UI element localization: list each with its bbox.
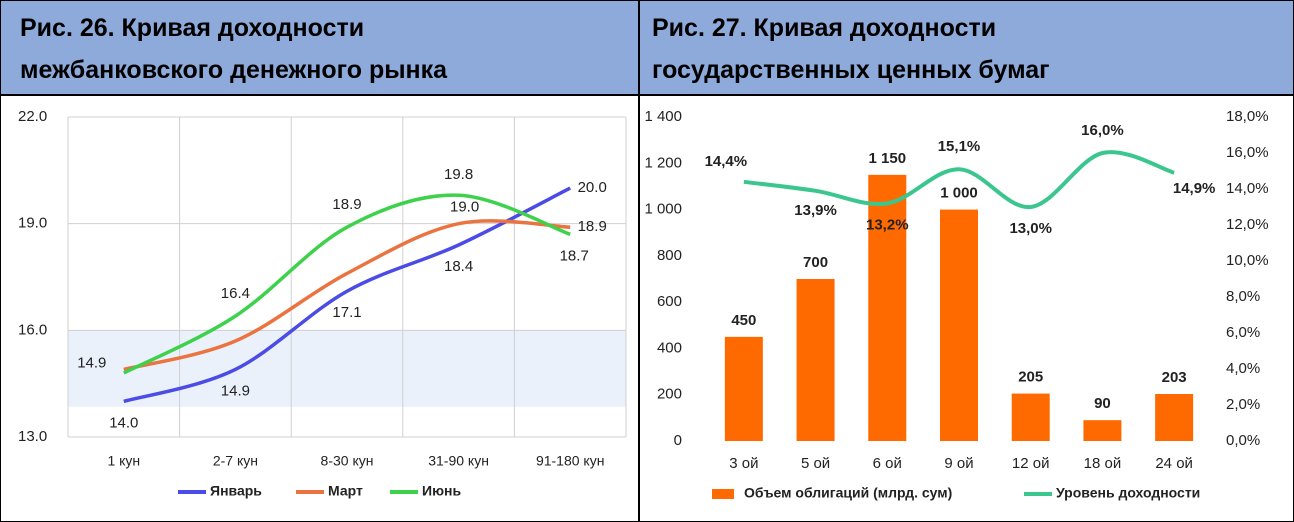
- y2-tick-label: 6,0%: [1226, 324, 1260, 341]
- bar: [1155, 394, 1194, 441]
- legend-label: Объем облигаций (млрд. сум): [744, 485, 952, 501]
- data-label: 19.0: [450, 199, 479, 216]
- data-label: 13,9%: [794, 202, 837, 219]
- y-tick-label: 200: [657, 386, 682, 403]
- y-tick-label: 0: [674, 432, 682, 449]
- x-tick-label: 91-180 кун: [536, 453, 605, 469]
- data-label: 1 000: [940, 185, 978, 202]
- legend-label: Уровень доходности: [1056, 485, 1200, 501]
- data-label: 205: [1018, 369, 1043, 386]
- x-tick-label: 18 ой: [1084, 455, 1122, 472]
- title-line: Рис. 26. Кривая доходности: [20, 14, 364, 42]
- y2-tick-label: 14,0%: [1226, 180, 1269, 197]
- y-tick-label: 1 000: [644, 201, 682, 218]
- series-line: [123, 186, 571, 404]
- data-label: 14,4%: [705, 153, 748, 170]
- y2-tick-label: 10,0%: [1226, 252, 1269, 269]
- x-tick-label: 24 ой: [1155, 455, 1193, 472]
- x-tick-label: 5 ой: [801, 455, 830, 472]
- data-label: 450: [731, 312, 756, 329]
- data-label: 15,1%: [938, 138, 981, 155]
- data-label: 19.8: [444, 166, 473, 183]
- series-line: [123, 193, 571, 375]
- y-tick-label: 16.0: [18, 321, 47, 338]
- data-label: 17.1: [332, 304, 361, 321]
- data-label: 14.0: [109, 414, 138, 431]
- bar: [868, 174, 907, 441]
- data-label: 13,0%: [1009, 220, 1052, 237]
- series-line: [123, 219, 571, 372]
- data-label: 1 150: [869, 150, 907, 167]
- data-label: 203: [1162, 369, 1187, 386]
- bar: [1011, 393, 1050, 441]
- y-tick-label: 13.0: [18, 428, 47, 445]
- x-tick-label: 3 ой: [729, 455, 758, 472]
- x-tick-label: 2-7 кун: [213, 453, 258, 469]
- bar: [724, 336, 763, 441]
- y-tick-label: 400: [657, 339, 682, 356]
- bar: [796, 279, 835, 441]
- title-line: межбанковского денежного рынка: [20, 56, 448, 84]
- y2-tick-label: 12,0%: [1226, 216, 1269, 233]
- y2-tick-label: 18,0%: [1226, 108, 1269, 125]
- y2-tick-label: 16,0%: [1226, 144, 1269, 161]
- x-tick-label: 31-90 кун: [428, 453, 489, 469]
- data-label: 14.9: [77, 354, 106, 371]
- data-label: 18.9: [578, 218, 607, 235]
- y-tick-label: 800: [657, 247, 682, 264]
- y-tick-label: 600: [657, 293, 682, 310]
- legend-swatch: [712, 489, 734, 499]
- legend-label: Январь: [210, 483, 262, 499]
- y-tick-label: 22.0: [18, 108, 47, 125]
- title-line: государственных ценных бумаг: [652, 56, 1050, 84]
- y2-tick-label: 2,0%: [1226, 396, 1260, 413]
- data-label: 18.7: [560, 247, 589, 264]
- y2-tick-label: 8,0%: [1226, 288, 1260, 305]
- y2-tick-label: 4,0%: [1226, 360, 1260, 377]
- title-line: Рис. 27. Кривая доходности: [652, 14, 996, 42]
- x-tick-label: 8-30 кун: [321, 453, 374, 469]
- data-label: 16.4: [221, 285, 250, 302]
- data-label: 13,2%: [866, 216, 909, 233]
- x-tick-label: 12 ой: [1012, 455, 1050, 472]
- bar: [1083, 420, 1122, 441]
- x-tick-label: 6 ой: [873, 455, 902, 472]
- y2-tick-label: 0,0%: [1226, 432, 1260, 449]
- data-label: 20.0: [578, 179, 607, 196]
- series-line: [743, 150, 1175, 210]
- legend-label: Июнь: [422, 483, 461, 499]
- data-label: 90: [1094, 395, 1111, 412]
- header-bg: [0, 0, 1294, 95]
- y-tick-label: 1 400: [644, 108, 682, 125]
- legend-label: Март: [328, 483, 363, 499]
- x-tick-label: 9 ой: [944, 455, 973, 472]
- data-label: 14.9: [221, 382, 250, 399]
- data-label: 18.9: [332, 196, 361, 213]
- data-label: 14,9%: [1173, 180, 1216, 197]
- y-tick-label: 1 200: [644, 154, 682, 171]
- x-tick-label: 1 кун: [107, 453, 140, 469]
- data-label: 700: [803, 254, 828, 271]
- bar: [940, 209, 978, 441]
- data-label: 16,0%: [1081, 122, 1124, 139]
- data-label: 18.4: [444, 258, 473, 275]
- y-tick-label: 19.0: [18, 215, 47, 232]
